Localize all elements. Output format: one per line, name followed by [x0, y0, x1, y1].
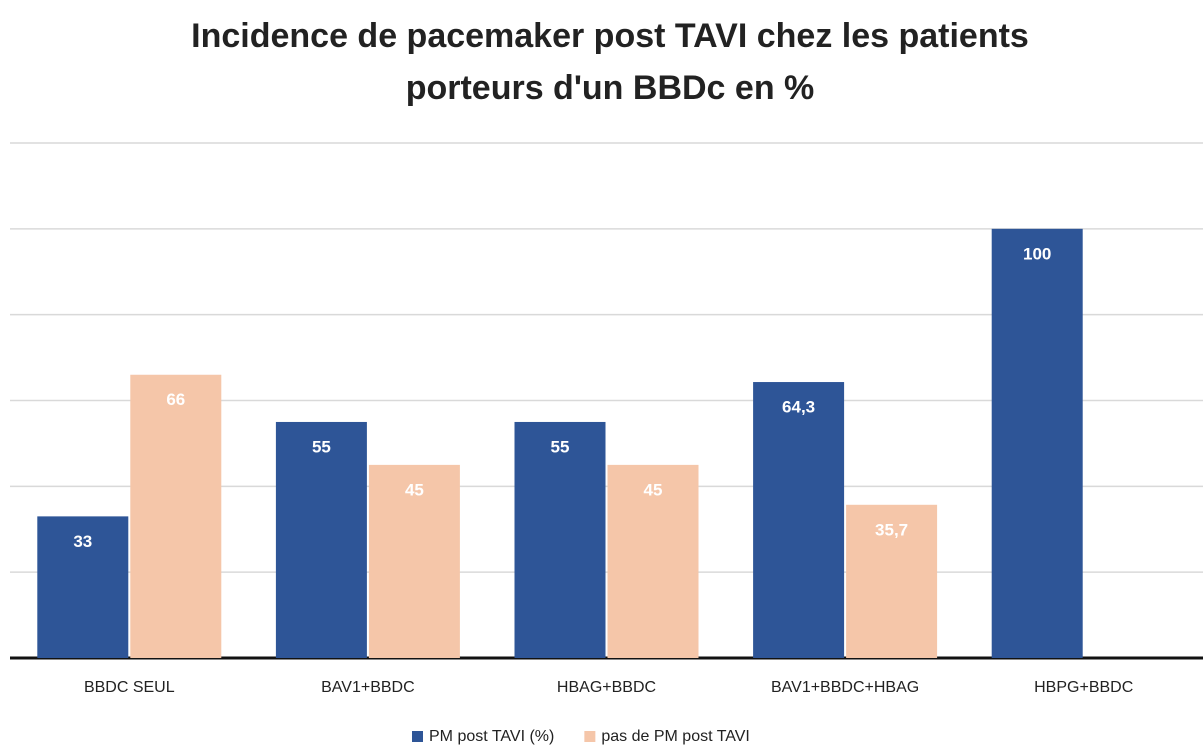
data-label: 35,7	[875, 520, 908, 539]
bar	[368, 464, 460, 658]
bar	[753, 382, 845, 658]
bar	[514, 421, 606, 658]
data-label: 55	[551, 437, 570, 456]
bar	[991, 228, 1083, 659]
x-tick-label: BBDC SEUL	[84, 679, 175, 696]
data-label: 45	[644, 480, 663, 499]
data-label: 100	[1023, 244, 1051, 263]
bar	[846, 504, 938, 658]
data-label: 55	[312, 437, 331, 456]
legend-swatch	[412, 731, 423, 742]
bar	[607, 464, 699, 658]
data-label: 66	[166, 390, 185, 409]
data-label: 64,3	[782, 398, 815, 417]
legend-label: PM post TAVI (%)	[429, 728, 554, 745]
x-tick-label: HBAG+BBDC	[557, 679, 656, 696]
x-tick-label: BAV1+BBDC+HBAG	[771, 679, 919, 696]
data-label: 45	[405, 480, 424, 499]
bar	[275, 421, 367, 658]
chart-title: porteurs d'un BBDc en %	[406, 69, 815, 107]
chart-title: Incidence de pacemaker post TAVI chez le…	[191, 17, 1029, 55]
x-tick-label: BAV1+BBDC	[321, 679, 415, 696]
legend-swatch	[584, 731, 596, 742]
legend-label: pas de PM post TAVI	[601, 728, 750, 745]
data-label: 33	[73, 532, 92, 551]
x-tick-label: HBPG+BBDC	[1034, 679, 1133, 696]
bar	[37, 516, 129, 658]
bar	[130, 374, 222, 658]
